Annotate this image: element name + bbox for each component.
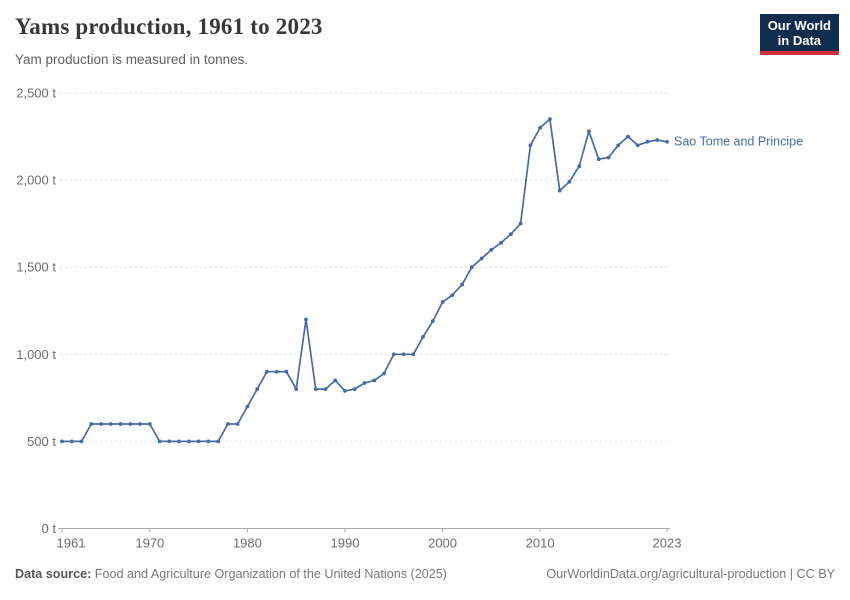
data-point-marker[interactable] [323, 387, 328, 391]
data-point-marker[interactable] [665, 139, 669, 144]
data-point-marker[interactable] [333, 378, 338, 383]
data-point-marker[interactable] [313, 387, 318, 391]
data-point-marker[interactable] [401, 352, 406, 357]
data-point-marker[interactable] [128, 422, 133, 426]
x-tick-label: 1980 [233, 536, 262, 551]
data-point-marker[interactable] [626, 134, 630, 139]
data-point-marker[interactable] [645, 139, 650, 144]
footer-url-link[interactable]: OurWorldinData.org/agricultural-producti… [546, 567, 835, 581]
data-point-marker[interactable] [391, 352, 396, 357]
data-point-marker[interactable] [460, 282, 464, 287]
data-point-marker[interactable] [567, 179, 572, 184]
data-point-marker[interactable] [440, 300, 445, 304]
x-axis-group: 1961 1970 1980 1990 2000 2010 2023 [57, 528, 682, 551]
data-point-marker[interactable] [226, 422, 230, 426]
y-tick-label: 1,000 t [16, 347, 56, 362]
chart-footer: Data source: Food and Agriculture Organi… [15, 567, 835, 581]
data-point-marker[interactable] [206, 439, 211, 444]
data-point-marker[interactable] [382, 371, 386, 376]
data-point-marker[interactable] [245, 404, 250, 409]
data-point-marker[interactable] [616, 143, 621, 148]
x-tick-label: 2010 [526, 536, 555, 551]
data-point-marker[interactable] [138, 422, 143, 426]
data-point-marker[interactable] [499, 240, 503, 245]
y-tick-label: 2,000 t [16, 173, 56, 188]
data-point-marker[interactable] [284, 369, 289, 374]
data-point-marker[interactable] [596, 157, 601, 162]
data-point-marker[interactable] [265, 369, 269, 374]
data-point-marker[interactable] [509, 232, 513, 237]
data-point-marker[interactable] [538, 125, 542, 130]
data-point-marker[interactable] [89, 422, 94, 426]
data-point-marker[interactable] [216, 439, 221, 444]
data-point-marker[interactable] [469, 265, 474, 270]
data-source-note: Data source: Food and Agriculture Organi… [15, 567, 447, 581]
owid-logo[interactable]: Our World in Data [759, 14, 839, 55]
owid-logo-line1: Our World [767, 18, 831, 33]
data-point-marker[interactable] [304, 317, 308, 322]
data-point-marker[interactable] [577, 164, 582, 169]
data-point-marker[interactable] [157, 439, 162, 444]
data-point-marker[interactable] [196, 439, 201, 444]
data-point-marker[interactable] [528, 143, 533, 148]
owid-logo-line2: in Data [777, 33, 822, 48]
data-point-marker[interactable] [79, 439, 84, 444]
series-polyline[interactable] [62, 118, 668, 443]
data-point-marker[interactable] [557, 188, 562, 193]
data-point-marker[interactable] [69, 439, 74, 444]
x-tick-label: 1990 [331, 536, 360, 551]
data-point-marker[interactable] [479, 256, 484, 261]
x-tick-label: 2023 [653, 536, 682, 551]
data-point-marker[interactable] [147, 422, 152, 426]
y-axis-labels-group: 0 t 500 t 1,000 t 1,500 t 2,000 t 2,500 t [16, 86, 56, 537]
data-source-label: Data source: [15, 567, 92, 581]
y-tick-label: 1,500 t [16, 260, 56, 275]
x-tick-label: 1961 [57, 536, 86, 551]
data-point-marker[interactable] [352, 387, 357, 391]
data-point-marker[interactable] [274, 369, 279, 374]
data-point-marker[interactable] [177, 439, 182, 444]
y-tick-label: 2,500 t [16, 86, 56, 101]
data-point-marker[interactable] [606, 155, 611, 160]
data-point-marker[interactable] [167, 439, 172, 444]
series-label[interactable]: Sao Tome and Principe [674, 135, 803, 149]
page-subtitle: Yam production is measured in tonnes. [15, 52, 249, 67]
x-tick-label: 2000 [428, 536, 457, 551]
data-source-text: Food and Agriculture Organization of the… [91, 567, 447, 581]
data-point-marker[interactable] [430, 319, 435, 324]
data-point-marker[interactable] [343, 389, 347, 393]
chart-canvas[interactable]: 1961 1970 1980 1990 2000 2010 2023 0 t 500 t 1,0… [0, 0, 850, 560]
gridlines-group [60, 92, 670, 442]
data-point-marker[interactable] [587, 129, 591, 134]
data-point-marker[interactable] [518, 221, 523, 226]
data-point-marker[interactable] [255, 387, 260, 391]
y-tick-label: 0 t [42, 521, 57, 536]
data-point-marker[interactable] [187, 439, 191, 444]
data-point-marker[interactable] [635, 143, 640, 148]
data-point-marker[interactable] [489, 247, 494, 252]
data-point-marker[interactable] [655, 138, 660, 142]
data-point-marker[interactable] [362, 381, 367, 385]
data-point-marker[interactable] [450, 293, 455, 297]
data-point-marker[interactable] [118, 422, 123, 426]
data-point-marker[interactable] [372, 378, 377, 383]
data-point-marker[interactable] [411, 352, 416, 357]
data-point-marker[interactable] [235, 422, 240, 426]
series-line-group[interactable] [60, 117, 669, 444]
data-point-marker[interactable] [421, 335, 425, 339]
data-point-marker[interactable] [548, 117, 552, 121]
page-title: Yams production, 1961 to 2023 [15, 14, 323, 39]
data-point-marker[interactable] [108, 422, 113, 426]
y-tick-label: 500 t [27, 434, 56, 449]
x-tick-label: 1970 [135, 536, 164, 551]
data-point-marker[interactable] [294, 387, 299, 391]
data-point-marker[interactable] [60, 439, 64, 444]
data-point-marker[interactable] [99, 422, 103, 426]
